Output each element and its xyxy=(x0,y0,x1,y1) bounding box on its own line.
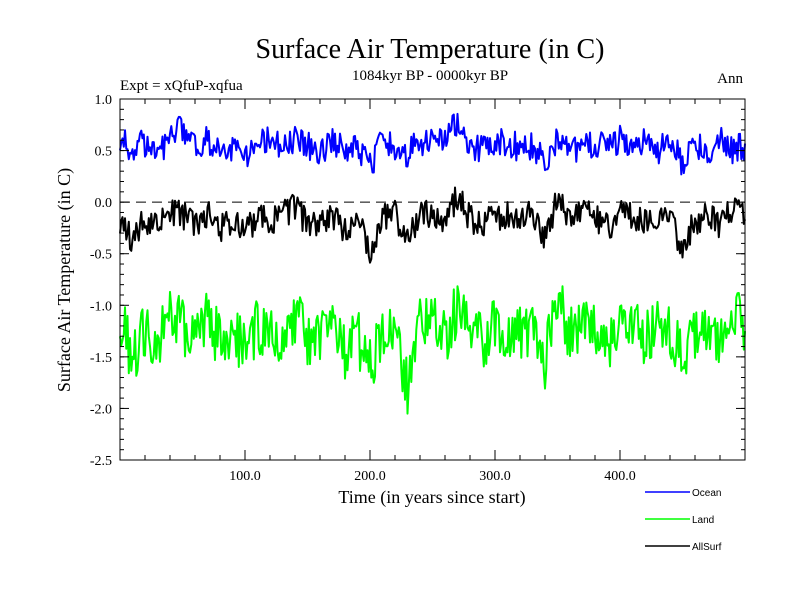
y-tick-label: -2.0 xyxy=(90,402,112,417)
legend-label-land: Land xyxy=(692,515,714,526)
season-label: Ann xyxy=(717,71,743,87)
legend-label-ocean: Ocean xyxy=(692,488,721,499)
series-line-land xyxy=(119,285,746,415)
x-tick-label: 100.0 xyxy=(229,469,261,484)
y-tick-label: 1.0 xyxy=(95,93,113,108)
y-tick-label: -2.5 xyxy=(90,454,112,469)
series-line-ocean xyxy=(119,112,746,176)
chart-title: Surface Air Temperature (in C) xyxy=(256,34,605,65)
legend-label-allsurf: AllSurf xyxy=(692,542,722,553)
plot-frame xyxy=(119,98,746,461)
axes: 1.0 0.5 0.0 -0.5 -1.0 -1.5 -2.0 -2.5 100.0 200.0 3… xyxy=(90,93,746,484)
chart-subtitle: 1084kyr BP - 0000kyr BP xyxy=(352,68,508,84)
x-tick-label: 400.0 xyxy=(604,469,636,484)
x-axis-label: Time (in years since start) xyxy=(338,487,525,508)
y-tick-label: 0.0 xyxy=(95,196,113,211)
series-line-allsurf xyxy=(119,186,746,264)
y-tick-label: -1.5 xyxy=(90,351,112,366)
y-tick-label: 0.5 xyxy=(95,145,113,160)
y-tick-label: -1.0 xyxy=(90,299,112,314)
plot-area xyxy=(119,112,746,415)
legend: Ocean Land AllSurf xyxy=(645,488,722,553)
y-tick-label: -0.5 xyxy=(90,248,112,263)
x-tick-label: 300.0 xyxy=(479,469,511,484)
y-axis-label: Surface Air Temperature (in C) xyxy=(54,168,75,392)
experiment-label: Expt = xQfuP-xqfua xyxy=(120,78,243,94)
x-tick-label: 200.0 xyxy=(354,469,386,484)
